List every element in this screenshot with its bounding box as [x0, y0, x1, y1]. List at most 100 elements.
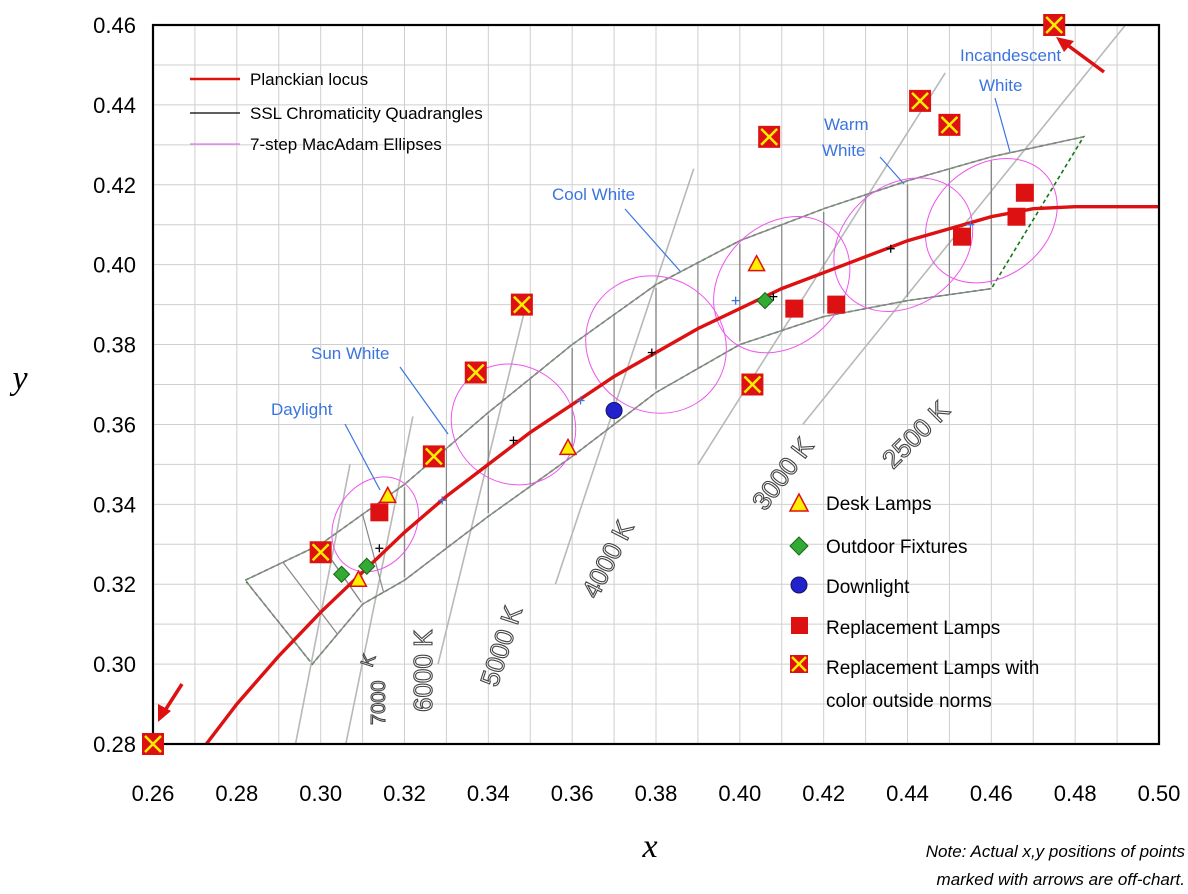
y-tick-label: 0.30 — [93, 652, 136, 677]
label-warm-white-1: Warm — [824, 115, 869, 134]
marker-desk-lamp — [378, 485, 397, 504]
data-markers — [142, 14, 1066, 755]
x-tick-label: 0.34 — [467, 781, 510, 806]
y-axis-ticks: 0.28 0.30 0.32 0.34 0.36 0.38 0.40 0.42 0.44 0.46 — [93, 13, 136, 757]
marker-replacement-lamp — [952, 227, 971, 246]
leader-daylight — [344, 423, 381, 491]
y-tick-label: 0.40 — [93, 253, 136, 278]
arrow-bottom-left-shaft — [162, 683, 184, 713]
y-tick-label: 0.34 — [93, 492, 136, 517]
x-tick-label: 0.30 — [299, 781, 342, 806]
marker-downlight — [605, 401, 623, 419]
macadam-ellipse — [924, 158, 1058, 284]
legend-swatch-desk-lamps — [788, 492, 810, 512]
x-tick-label: 0.26 — [132, 781, 175, 806]
y-tick-label: 0.28 — [93, 732, 136, 757]
marker-replacement-outside-x — [743, 375, 762, 394]
marker-outdoor-fixture — [332, 565, 351, 583]
x-axis-ticks: 0.26 0.28 0.30 0.32 0.34 0.36 0.38 0.40 0.42 0.44… — [132, 781, 1181, 806]
marker-replacement-lamp — [1007, 207, 1026, 226]
x-tick-label: 0.46 — [970, 781, 1013, 806]
label-daylight: Daylight — [271, 400, 333, 419]
legend-label-downlight: Downlight — [826, 577, 910, 598]
region-annotations: Daylight Sun White Cool White Warm White… — [271, 46, 1061, 491]
label-warm-white-2: White — [822, 141, 865, 160]
isotemperature-line — [437, 304, 527, 665]
marker-replacement-outside-x — [144, 735, 162, 753]
legend-label-planckian: Planckian locus — [250, 70, 368, 89]
label-sun-white: Sun White — [311, 344, 389, 363]
legend-label-ellipses: 7-step MacAdam Ellipses — [250, 135, 442, 154]
ssl-quadrangles — [243, 135, 1086, 666]
cct-label-3000: 3000 K — [746, 431, 820, 515]
macadam-ellipse — [331, 476, 419, 573]
label-incandescent-2: White — [979, 76, 1022, 95]
leader-warm-white — [879, 156, 905, 185]
quadrangle-lower-edge — [311, 287, 992, 665]
x-tick-label: 0.36 — [551, 781, 594, 806]
marker-desk-lamp — [558, 437, 578, 456]
isotemperature-line — [697, 72, 946, 465]
note-line-1: Note: Actual x,y positions of points — [926, 842, 1186, 861]
marker-desk-lamp — [349, 569, 368, 587]
marker-replacement-outside-x — [311, 543, 330, 562]
marker-replacement-outside-x — [512, 295, 531, 314]
arrow-top-right-head — [1056, 37, 1074, 52]
planckian-locus-line — [204, 205, 1159, 744]
note-line-2: marked with arrows are off-chart. — [937, 870, 1185, 889]
cct-label-7000-b: K — [357, 652, 380, 670]
arrow-bottom-left-head — [158, 704, 171, 722]
x-tick-label: 0.44 — [886, 781, 929, 806]
leader-sun-white — [399, 366, 449, 435]
quadrangle-divider — [246, 582, 311, 663]
marker-desk-lamp — [747, 254, 766, 272]
marker-outdoor-fixture — [358, 557, 376, 575]
legend-swatch-outdoor — [789, 536, 809, 556]
cct-label-6000: 6000 K — [408, 629, 438, 712]
x-axis-label: x — [641, 828, 657, 865]
x-tick-label: 0.40 — [718, 781, 761, 806]
legend-markers: Desk Lamps Outdoor Fixtures Downlight Re… — [788, 492, 1039, 712]
legend-label-replacement: Replacement Lamps — [826, 618, 1000, 639]
legend-label-replacement-outside-1: Replacement Lamps with — [826, 658, 1039, 679]
marker-replacement-outside-x — [424, 447, 443, 466]
macadam-ellipse — [713, 216, 851, 354]
label-cool-white: Cool White — [552, 185, 635, 204]
isotemperature-line — [294, 464, 351, 744]
leader-cool-white — [624, 208, 681, 272]
y-tick-label: 0.38 — [93, 333, 136, 358]
cct-label-7000-a: 7000 — [368, 681, 390, 726]
marker-outdoor-fixture — [756, 291, 774, 310]
legend-swatch-replacement-outside — [790, 655, 808, 673]
marker-replacement-outside-x — [940, 115, 959, 134]
x-tick-label: 0.42 — [802, 781, 845, 806]
quadrangle-subdivider — [362, 514, 385, 593]
macadam-ellipse — [833, 177, 974, 312]
label-incandescent-1: Incandescent — [960, 46, 1061, 65]
plot-area — [204, 25, 1159, 744]
off-chart-arrows — [158, 37, 1106, 722]
legend-lines: Planckian locus SSL Chromaticity Quadran… — [190, 70, 483, 154]
cct-label-5000: 5000 K — [474, 602, 528, 690]
legend-label-desk-lamps: Desk Lamps — [826, 494, 932, 515]
x-tick-label: 0.32 — [383, 781, 426, 806]
plot-frame — [151, 23, 1161, 746]
macadam-ellipse — [585, 275, 727, 414]
cct-label-4000: 4000 K — [576, 515, 640, 603]
legend-swatch-downlight — [790, 576, 808, 594]
y-tick-label: 0.36 — [93, 412, 136, 437]
marker-replacement-lamp — [370, 503, 389, 522]
legend-label-quadrangles: SSL Chromaticity Quadrangles — [250, 104, 483, 123]
marker-replacement-outside-x — [1045, 16, 1064, 34]
marker-replacement-lamp — [1015, 183, 1034, 202]
x-tick-label: 0.48 — [1054, 781, 1097, 806]
legend-swatch-replacement — [791, 617, 808, 634]
y-tick-label: 0.46 — [93, 13, 136, 38]
leader-incandescent — [994, 97, 1011, 153]
x-tick-label: 0.38 — [635, 781, 678, 806]
marker-replacement-outside-x — [466, 363, 485, 382]
isotemperature-line — [554, 168, 695, 585]
legend-label-replacement-outside-2: color outside norms — [826, 691, 992, 712]
marker-replacement-outside-x — [911, 92, 929, 110]
